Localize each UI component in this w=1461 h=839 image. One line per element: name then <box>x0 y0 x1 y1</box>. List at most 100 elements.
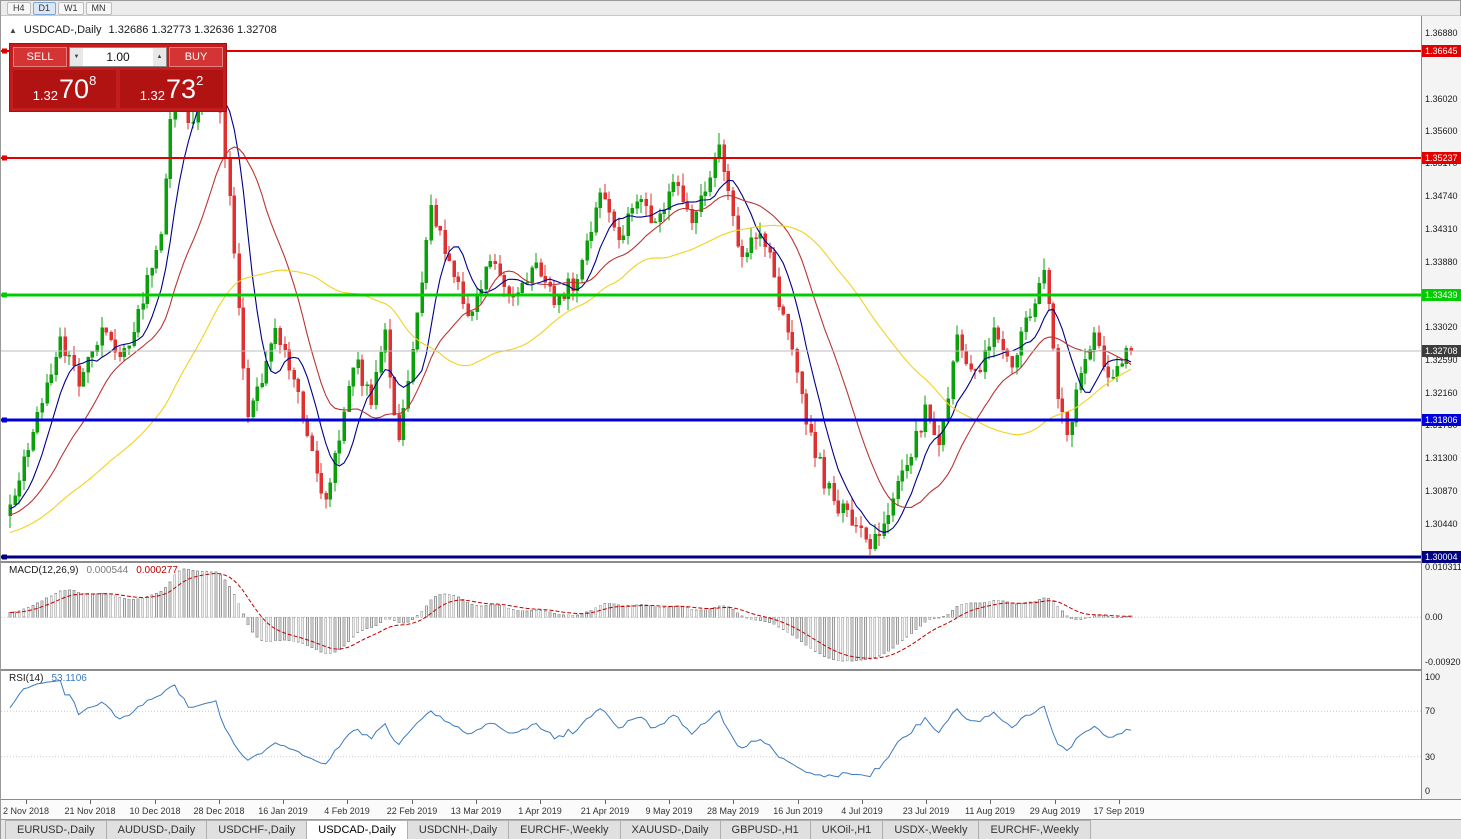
price-axis-label: 1.30870 <box>1425 486 1458 496</box>
chart-symbol-period: USDCAD-,Daily <box>23 24 102 36</box>
buy-button[interactable]: BUY <box>169 47 223 67</box>
date-axis-label: 22 Feb 2019 <box>386 806 438 816</box>
chart-tab-bar: EURUSD-,Daily AUDUSD-,Daily USDCHF-,Daily U… <box>1 819 1461 839</box>
macd-axis-label: 0.010311 <box>1425 562 1461 572</box>
chart-tab-audusddaily[interactable]: AUDUSD-,Daily <box>105 820 208 839</box>
level-handle-icon <box>2 155 7 161</box>
date-axis[interactable]: 2 Nov 2018 21 Nov 2018 10 Dec 2018 28 Dec 2… <box>1 799 1461 819</box>
volume-input[interactable] <box>83 50 153 64</box>
price-axis-label: 1.32590 <box>1425 354 1458 365</box>
price-axis-label: 1.32160 <box>1425 387 1458 398</box>
chart-tab-eurusddaily[interactable]: EURUSD-,Daily <box>5 820 107 839</box>
rsi-axis-label: 100 <box>1425 672 1441 682</box>
level-price-tag: 1.30004 <box>1422 551 1461 563</box>
chart-ohlc-values: 1.32686 1.32773 1.32636 1.32708 <box>108 24 277 36</box>
sell-button[interactable]: SELL <box>13 47 67 67</box>
macd-svg <box>1 568 1421 662</box>
price-axis-label: 1.30440 <box>1425 518 1458 529</box>
date-tick-icon <box>90 800 91 804</box>
rsi-header: RSI(14) 53.1106 <box>9 673 87 684</box>
date-tick-icon <box>605 800 606 804</box>
timeframe-button-d1[interactable]: D1 <box>32 1 57 15</box>
macd-signal-line <box>9 572 1132 659</box>
price-axis[interactable]: 1.368801.360201.356001.351701.347401.343… <box>1421 16 1461 799</box>
date-tick-icon <box>155 800 156 804</box>
current-price-tag: 1.32708 <box>1422 344 1461 357</box>
timeframe-toolbar: H4 D1 W1 MN <box>1 1 1460 16</box>
date-axis-label: 4 Feb 2019 <box>324 806 370 816</box>
sell-price-base: 1.32 <box>32 88 59 103</box>
macd-header: MACD(12,26,9) 0.000544 0.000277 <box>9 565 178 576</box>
date-tick-icon <box>862 800 863 804</box>
candlestick-layer <box>8 45 1133 556</box>
volume-control: ▼ ▲ <box>69 47 167 67</box>
chart-tab-usdcnhdaily[interactable]: USDCNH-,Daily <box>406 820 510 839</box>
chart-header: ▲ USDCAD-,Daily 1.32686 1.32773 1.32636 … <box>9 24 277 36</box>
date-axis-label: 1 Apr 2019 <box>518 806 562 816</box>
price-axis-label: 1.35600 <box>1425 125 1458 136</box>
price-axis-label: 1.36880 <box>1425 28 1458 38</box>
price-axis-label: 1.31300 <box>1425 453 1458 464</box>
sell-price-point: 8 <box>89 73 97 88</box>
level-handle-icon <box>2 292 7 298</box>
timeframe-button-h4[interactable]: H4 <box>7 1 31 15</box>
timeframe-button-mn[interactable]: MN <box>85 1 112 15</box>
rsi-axis-label: 70 <box>1425 706 1436 717</box>
date-axis-label: 9 May 2019 <box>645 806 693 816</box>
date-tick-icon <box>347 800 348 804</box>
date-axis-label: 16 Jan 2019 <box>258 806 308 816</box>
sell-price-pips: 70 <box>59 74 90 104</box>
date-tick-icon <box>798 800 799 804</box>
macd-title: MACD(12,26,9) <box>9 565 79 576</box>
timeframe-button-w1[interactable]: W1 <box>58 1 84 15</box>
horizontal-level-lines[interactable] <box>1 48 1421 560</box>
volume-down-button[interactable]: ▼ <box>70 48 83 66</box>
date-axis-label: 16 Jun 2019 <box>773 806 823 816</box>
macd-indicator-panel: MACD(12,26,9) 0.000544 0.000277 <box>1 561 1421 669</box>
date-tick-icon <box>540 800 541 804</box>
level-price-tag: 1.33439 <box>1422 289 1461 302</box>
chart-tab-usdcaddaily[interactable]: USDCAD-,Daily <box>306 820 408 839</box>
chart-tab-usdxweekly[interactable]: USDX-,Weekly <box>882 820 980 839</box>
date-axis-label: 10 Dec 2018 <box>129 806 181 816</box>
date-tick-icon <box>669 800 670 804</box>
chart-tab-ukoilh1[interactable]: UKOil-,H1 <box>809 820 884 839</box>
date-axis-label: 28 Dec 2018 <box>193 806 245 816</box>
chart-tab-eurchfweekly[interactable]: EURCHF-,Weekly <box>978 820 1091 839</box>
collapse-panel-triangle-icon[interactable]: ▲ <box>9 25 17 35</box>
volume-up-button[interactable]: ▲ <box>153 48 166 66</box>
chart-tab-eurchfweekly[interactable]: EURCHF-,Weekly <box>508 820 621 839</box>
macd-signal-value: 0.000277 <box>136 565 178 576</box>
date-axis-label: 2 Nov 2018 <box>2 806 50 816</box>
macd-axis-label: 0.00 <box>1425 612 1443 623</box>
macd-histogram <box>8 568 1133 662</box>
price-axis-label: 1.33020 <box>1425 322 1458 333</box>
date-tick-icon <box>1055 800 1056 804</box>
buy-price-button[interactable]: 1.32 73 2 <box>120 70 223 108</box>
sell-price-button[interactable]: 1.32 70 8 <box>13 70 116 108</box>
one-click-trading-panel: SELL ▼ ▲ BUY 1.32 70 8 1.32 73 2 <box>9 43 227 112</box>
rsi-axis-label: 30 <box>1425 751 1436 762</box>
date-axis-label: 21 Apr 2019 <box>580 806 630 816</box>
chart-tab-xauusddaily[interactable]: XAUUSD-,Daily <box>619 820 721 839</box>
moving-averages-layer <box>9 94 1132 534</box>
buy-price-base: 1.32 <box>139 88 166 103</box>
rsi-panel-separator[interactable] <box>1 669 1421 671</box>
chart-tab-usdchfdaily[interactable]: USDCHF-,Daily <box>206 820 308 839</box>
level-handle-icon <box>2 48 7 54</box>
date-axis-label: 11 Aug 2019 <box>965 806 1015 816</box>
trade-panel-top-row: SELL ▼ ▲ BUY <box>13 47 223 67</box>
chart-tab-gbpusdh1[interactable]: GBPUSD-,H1 <box>719 820 811 839</box>
date-tick-icon <box>26 800 27 804</box>
trade-panel-price-row: 1.32 70 8 1.32 73 2 <box>13 70 223 108</box>
date-tick-icon <box>412 800 413 804</box>
date-tick-icon <box>283 800 284 804</box>
macd-panel-separator[interactable] <box>1 561 1421 563</box>
buy-price-point: 2 <box>196 73 204 88</box>
level-handle-icon <box>2 554 7 560</box>
macd-axis-label: -0.009203 <box>1425 657 1461 667</box>
date-tick-icon <box>990 800 991 804</box>
chart-area[interactable]: ▲ USDCAD-,Daily 1.32686 1.32773 1.32636 … <box>1 16 1421 561</box>
date-axis-label: 28 May 2019 <box>706 806 760 816</box>
